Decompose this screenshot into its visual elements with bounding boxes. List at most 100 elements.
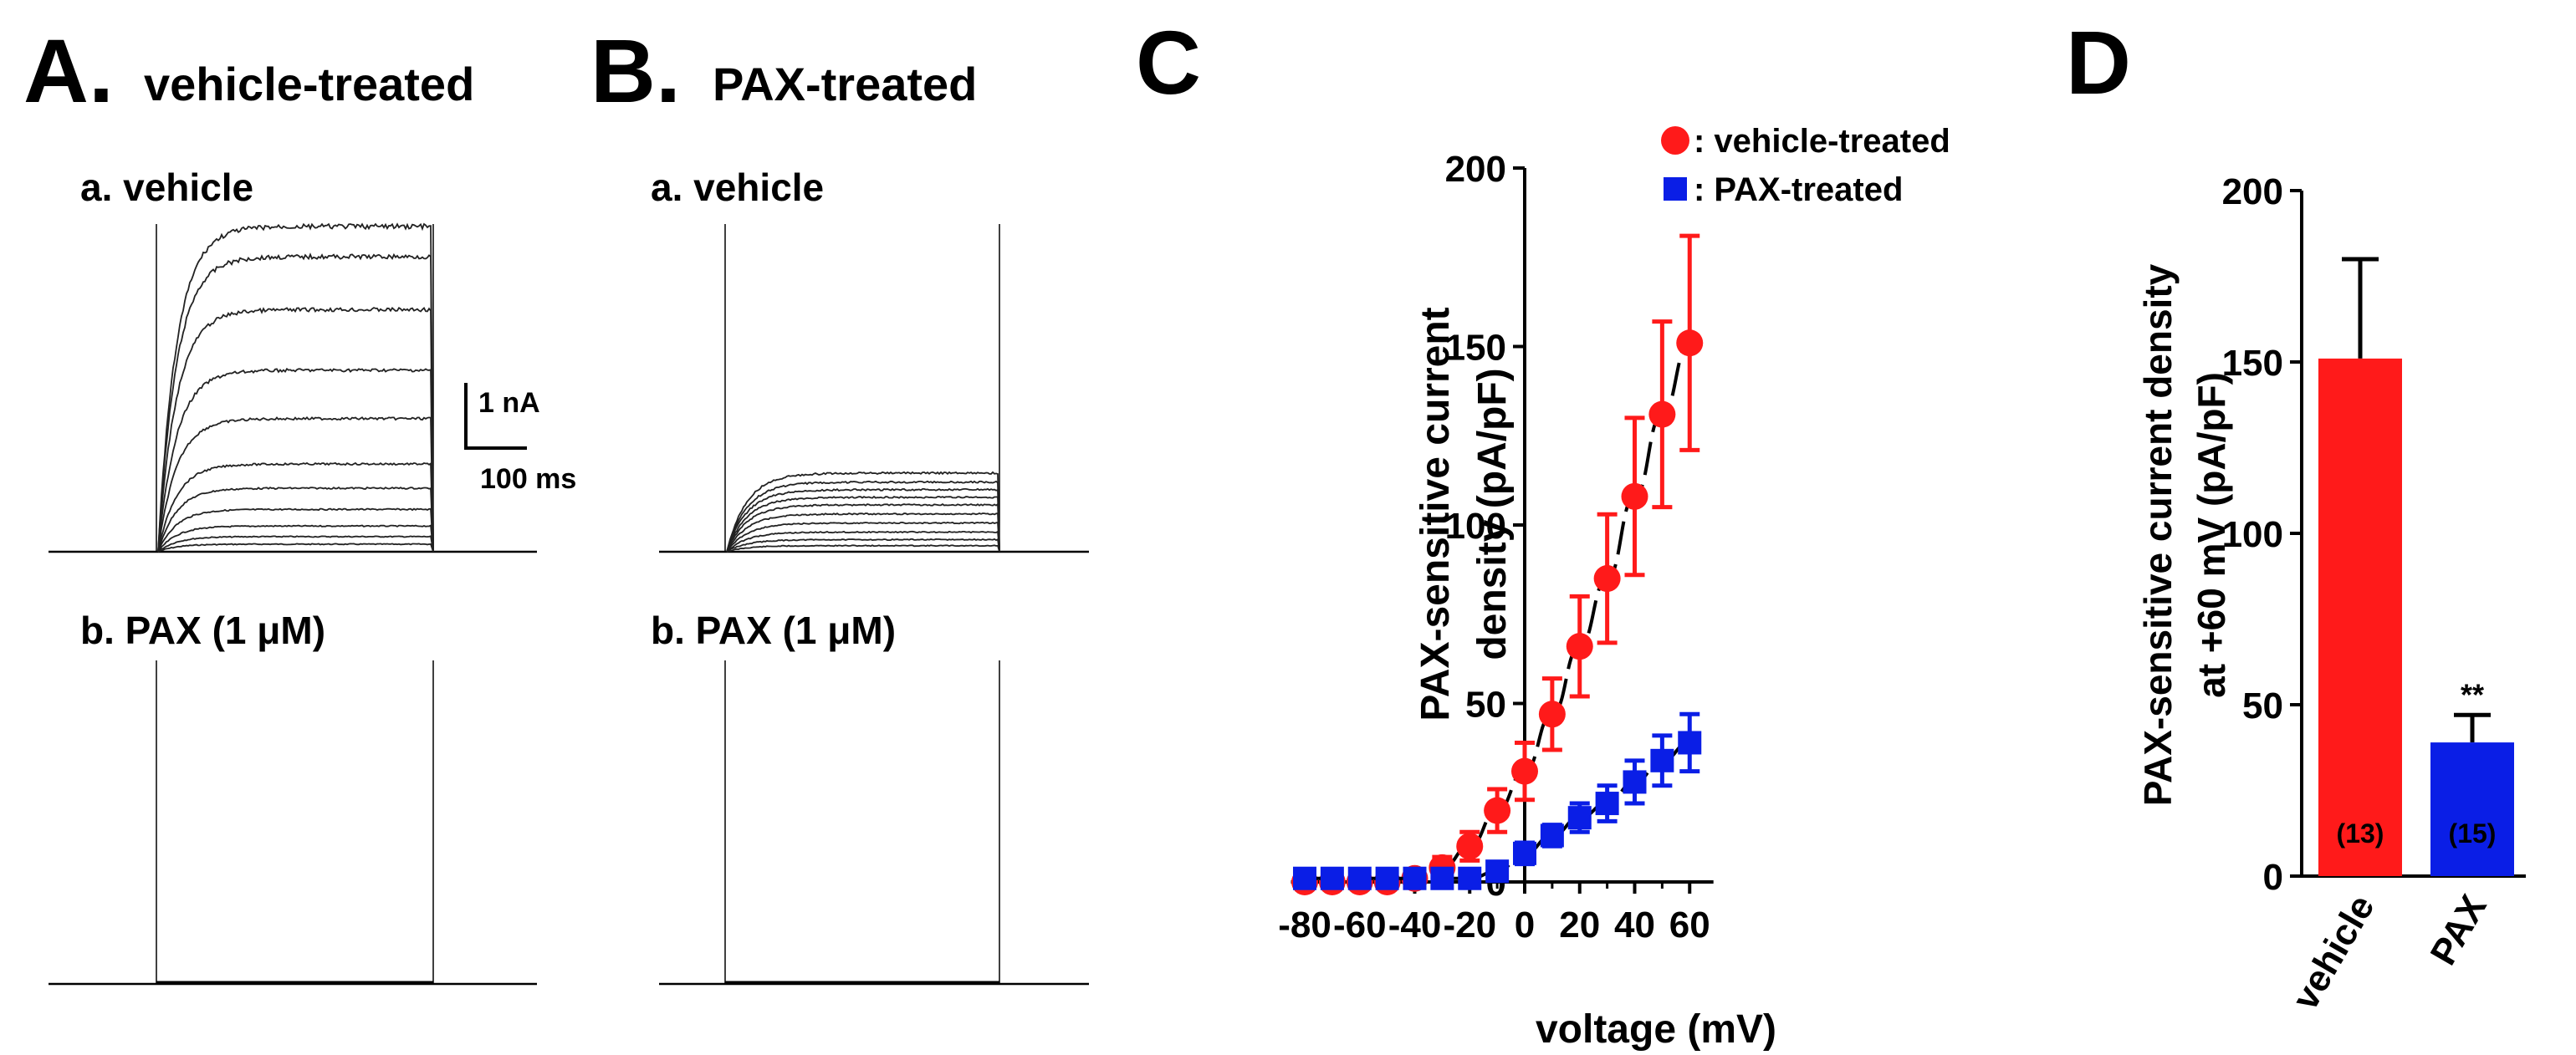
x-category-label: PAX bbox=[2423, 889, 2495, 972]
current-trace bbox=[726, 538, 1000, 553]
x-tick-label: 60 bbox=[1669, 905, 1710, 945]
current-trace bbox=[157, 507, 434, 553]
y-tick-label: 150 bbox=[1445, 328, 1506, 369]
x-tick-label: 40 bbox=[1614, 905, 1655, 945]
current-trace bbox=[157, 461, 434, 553]
data-point-pax bbox=[1567, 806, 1592, 830]
current-trace bbox=[726, 471, 1000, 553]
data-point-pax bbox=[1540, 823, 1564, 848]
data-point-pax bbox=[1403, 866, 1427, 890]
current-trace bbox=[726, 487, 1000, 553]
panel-b-vehicle-traces bbox=[726, 471, 1000, 553]
current-trace bbox=[157, 367, 434, 553]
current-trace bbox=[157, 524, 434, 553]
data-point-pax bbox=[1650, 748, 1674, 772]
x-category-label: vehicle bbox=[2285, 889, 2383, 1017]
data-point-vehicle bbox=[1484, 797, 1511, 824]
x-tick-label: -20 bbox=[1443, 905, 1496, 945]
panel-c-ylabel-line2: density (pA/pF) bbox=[1470, 368, 1515, 660]
legend-vehicle-marker bbox=[1661, 126, 1689, 155]
data-point-pax bbox=[1430, 866, 1454, 890]
n-label: (13) bbox=[2337, 818, 2384, 849]
x-tick-label: 20 bbox=[1559, 905, 1600, 945]
y-tick-label: 0 bbox=[2263, 857, 2283, 898]
y-tick-label: 50 bbox=[1465, 685, 1506, 726]
x-tick-label: -40 bbox=[1388, 905, 1442, 945]
current-trace bbox=[726, 530, 1000, 553]
bar-vehicle bbox=[2318, 358, 2402, 876]
y-tick-label: 200 bbox=[2222, 171, 2283, 212]
data-point-vehicle bbox=[1621, 482, 1648, 510]
panel-a-sub-a: a. vehicle bbox=[80, 166, 253, 209]
panel-b: B. PAX-treated a. vehicle b. PAX (1 μM) bbox=[590, 20, 1089, 986]
significance-marker: ** bbox=[2461, 677, 2484, 711]
bar-pax bbox=[2430, 742, 2514, 876]
panel-a-title: vehicle-treated bbox=[144, 58, 474, 110]
data-point-vehicle bbox=[1511, 757, 1538, 785]
panel-d-ylabel-line2: at +60 mV (pA/pF) bbox=[2190, 372, 2233, 698]
y-tick-label: 50 bbox=[2242, 685, 2283, 726]
data-point-vehicle bbox=[1538, 701, 1566, 728]
current-trace bbox=[157, 415, 434, 553]
panel-b-letter: B. bbox=[590, 20, 681, 121]
x-tick-label: 0 bbox=[1515, 905, 1535, 945]
panel-b-sub-b: b. PAX (1 μM) bbox=[651, 609, 896, 652]
panel-c-letter: C bbox=[1136, 12, 1201, 113]
current-trace bbox=[157, 543, 434, 553]
panel-a: A. vehicle-treated a. vehicle b. PAX (1 … bbox=[23, 20, 576, 986]
panel-a-sub-b: b. PAX (1 μM) bbox=[80, 609, 325, 652]
data-point-pax bbox=[1375, 866, 1399, 890]
data-point-vehicle bbox=[1593, 565, 1621, 593]
data-point-pax bbox=[1320, 866, 1344, 890]
panel-a-letter: A. bbox=[23, 20, 114, 121]
data-point-pax bbox=[1623, 770, 1647, 794]
panel-d: D PAX-sensitive current density at +60 m… bbox=[2066, 12, 2526, 1017]
current-trace bbox=[726, 495, 1000, 553]
current-trace bbox=[726, 544, 1000, 553]
data-point-pax bbox=[1595, 792, 1619, 816]
panel-d-letter: D bbox=[2066, 12, 2131, 113]
y-tick-label: 100 bbox=[1445, 506, 1506, 547]
legend: : vehicle-treated : PAX-treated bbox=[1661, 123, 1950, 208]
panel-c-ylabel-line1: PAX-sensitive current bbox=[1413, 307, 1458, 721]
panel-b-sub-a: a. vehicle bbox=[651, 166, 824, 209]
legend-pax-label: : PAX-treated bbox=[1694, 171, 1903, 208]
current-trace bbox=[157, 252, 434, 553]
current-trace bbox=[157, 486, 434, 553]
panel-a-vehicle-traces bbox=[157, 222, 434, 553]
panel-b-title: PAX-treated bbox=[713, 58, 977, 110]
data-point-pax bbox=[1458, 866, 1482, 890]
scale-bar bbox=[464, 383, 527, 450]
legend-vehicle-label: : vehicle-treated bbox=[1694, 123, 1950, 160]
current-trace bbox=[157, 222, 434, 553]
y-tick-label: 100 bbox=[2222, 514, 2283, 555]
data-point-vehicle bbox=[1676, 329, 1704, 357]
current-trace bbox=[157, 535, 434, 553]
current-trace bbox=[726, 480, 1000, 553]
data-point-pax bbox=[1347, 866, 1372, 890]
data-point-pax bbox=[1678, 731, 1702, 755]
data-point-pax bbox=[1485, 859, 1510, 884]
bar-chart: 0 50 100 150 200 (13) vehicle (15) ** PAX bbox=[2222, 171, 2526, 1017]
data-point-pax bbox=[1293, 866, 1316, 890]
scale-bar-current-label: 1 nA bbox=[478, 387, 540, 419]
data-point-vehicle bbox=[1456, 833, 1484, 860]
x-tick-label: -60 bbox=[1333, 905, 1387, 945]
data-point-vehicle bbox=[1648, 400, 1676, 428]
panel-c: C PAX-sensitive current density (pA/pF) … bbox=[1136, 12, 1950, 1052]
n-label: (15) bbox=[2449, 818, 2497, 849]
scale-bar-time-label: 100 ms bbox=[480, 463, 576, 495]
data-point-pax bbox=[1513, 841, 1536, 865]
data-point-vehicle bbox=[1566, 633, 1593, 660]
y-tick-label: 200 bbox=[1445, 149, 1506, 190]
current-trace bbox=[726, 512, 1000, 553]
y-tick-label: 150 bbox=[2222, 343, 2283, 384]
current-trace bbox=[157, 307, 434, 553]
current-trace bbox=[726, 502, 1000, 553]
x-tick-label: -80 bbox=[1278, 905, 1331, 945]
current-trace bbox=[726, 521, 1000, 553]
panel-c-xlabel: voltage (mV) bbox=[1536, 1007, 1776, 1052]
panel-d-ylabel-line1: PAX-sensitive current density bbox=[2136, 263, 2180, 806]
